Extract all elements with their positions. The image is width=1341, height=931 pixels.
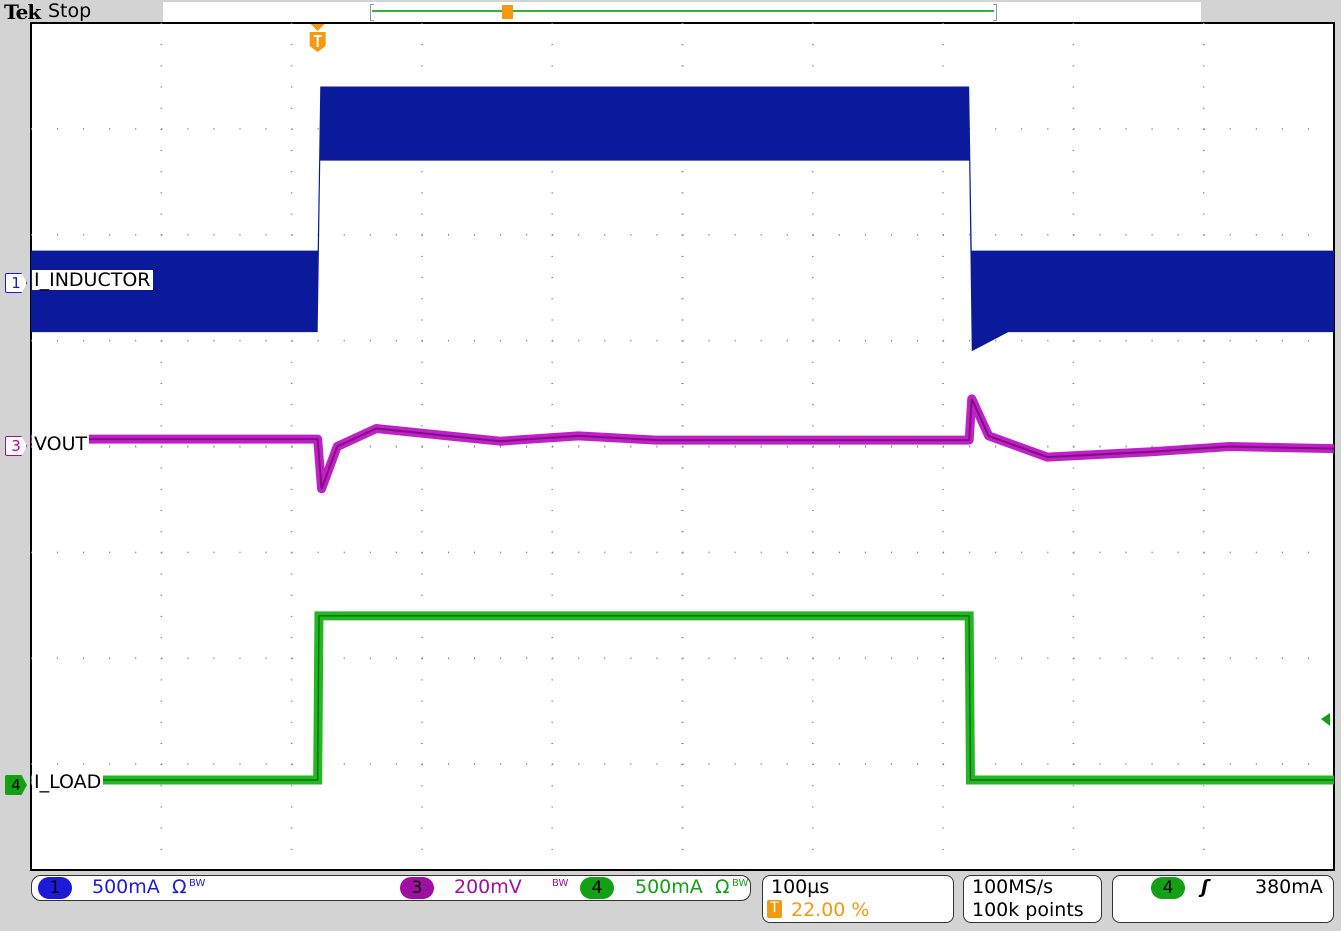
- trigger-time-marker: [310, 24, 325, 31]
- ch4-label: I_LOAD: [32, 771, 104, 793]
- i-load-trace-core: [31, 615, 1334, 781]
- trigger-level-marker: [1321, 713, 1330, 726]
- ch1-scale: 500mA: [92, 876, 160, 898]
- brand-logo: Tek: [4, 0, 41, 24]
- trigger-position-icon: T: [767, 900, 782, 918]
- vout-trace-core: [31, 398, 1335, 490]
- trigger-source-badge: 4: [1151, 877, 1185, 899]
- ch4-impedance: Ω: [715, 876, 730, 898]
- vertical-settings-panel[interactable]: 1 500mA Ω BW 3 200mV BW 4 500mA Ω BW: [31, 875, 751, 901]
- ch1-marker[interactable]: 1: [5, 273, 27, 293]
- ch1-bw-limit: BW: [189, 878, 206, 889]
- record-view-bar: [163, 2, 1201, 22]
- horizontal-settings-panel[interactable]: 100µs T 22.00 %: [762, 875, 954, 923]
- sample-rate: 100MS/s: [972, 876, 1054, 898]
- status-bar: Tek Stop: [0, 0, 1341, 24]
- record-bracket-left: [370, 4, 374, 21]
- record-trigger-icon: [502, 5, 513, 19]
- rising-edge-icon: ʃ: [1201, 876, 1209, 898]
- acquisition-state: Stop: [48, 0, 92, 22]
- ch4-badge[interactable]: 4: [580, 877, 614, 899]
- trigger-panel[interactable]: 4 ʃ 380mA: [1112, 875, 1334, 923]
- trigger-t-glyph: [313, 35, 322, 47]
- ch3-badge[interactable]: 3: [400, 877, 434, 899]
- ch1-badge[interactable]: 1: [38, 877, 72, 899]
- record-window-indicator: [372, 10, 994, 12]
- record-length: 100k points: [972, 899, 1084, 921]
- record-bracket-right: [993, 4, 997, 21]
- trigger-position: 22.00 %: [791, 899, 870, 921]
- ch3-label: VOUT: [32, 433, 90, 455]
- ch4-bw-limit: BW: [732, 878, 749, 889]
- acquisition-panel[interactable]: 100MS/s 100k points: [963, 875, 1102, 923]
- ch3-bw-limit: BW: [552, 878, 569, 889]
- i-inductor-trace: [31, 86, 1334, 352]
- ch1-impedance: Ω: [172, 876, 187, 898]
- ch4-scale: 500mA: [635, 876, 703, 898]
- trigger-level: 380mA: [1255, 876, 1323, 898]
- ch1-label: I_INDUCTOR: [32, 269, 153, 291]
- ch3-scale: 200mV: [454, 876, 522, 898]
- ch4-marker[interactable]: 4: [5, 775, 27, 795]
- time-per-div: 100µs: [771, 876, 830, 898]
- ch3-marker[interactable]: 3: [5, 436, 27, 456]
